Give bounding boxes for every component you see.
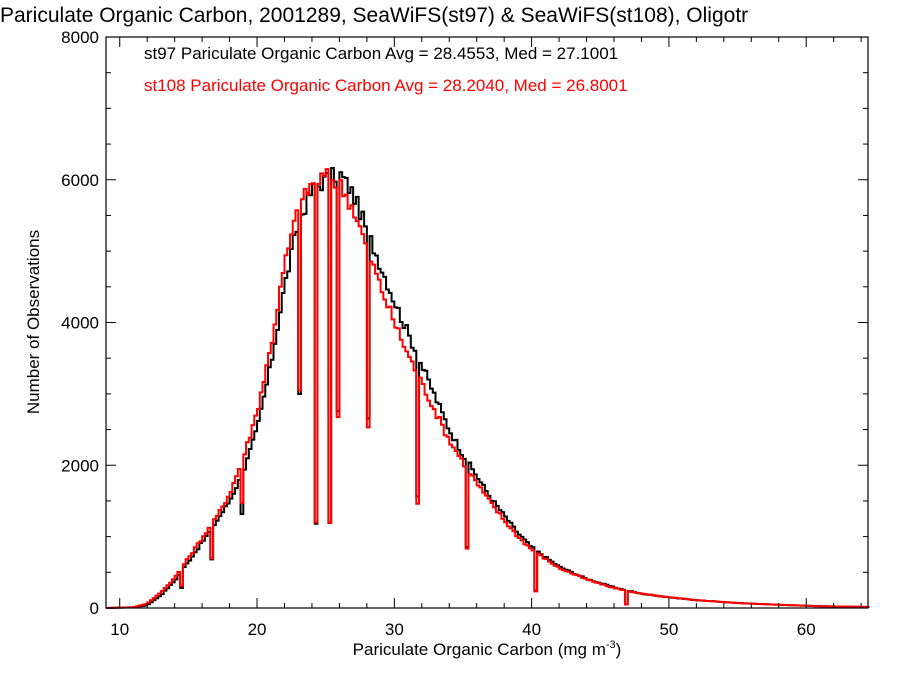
- x-axis-title: Pariculate Organic Carbon (mg m-3): [353, 639, 622, 659]
- x-tick-label: 40: [522, 620, 541, 639]
- y-tick-label: 6000: [61, 171, 99, 190]
- y-axis-title: Number of Observations: [24, 230, 43, 414]
- histogram-series-st97: [106, 166, 870, 609]
- plot-frame: [105, 36, 869, 609]
- x-tick-label: 60: [797, 620, 816, 639]
- x-axis-title-main: Pariculate Organic Carbon (mg m: [353, 640, 606, 659]
- y-tick-label: 8000: [61, 28, 99, 47]
- histogram-series-st108: [106, 168, 870, 609]
- y-tick-label: 4000: [61, 314, 99, 333]
- x-tick-label: 10: [110, 620, 129, 639]
- y-axis: 0 2000 4000 6000 8000: [61, 28, 868, 618]
- plot-area: [106, 166, 870, 609]
- legend-entry-st108: st108 Pariculate Organic Carbon Avg = 28…: [144, 76, 628, 95]
- y-tick-label: 0: [90, 599, 99, 618]
- x-axis: 10 20 30 40 50 60: [110, 37, 862, 639]
- x-axis-title-close: ): [616, 640, 622, 659]
- chart-title: Pariculate Organic Carbon, 2001289, SeaW…: [0, 4, 748, 27]
- x-axis-title-superscript: -3: [606, 639, 616, 651]
- legend-entry-st97: st97 Pariculate Organic Carbon Avg = 28.…: [144, 44, 618, 63]
- x-tick-label: 50: [659, 620, 678, 639]
- x-tick-label: 30: [385, 620, 404, 639]
- y-tick-label: 2000: [61, 456, 99, 475]
- x-tick-label: 20: [248, 620, 267, 639]
